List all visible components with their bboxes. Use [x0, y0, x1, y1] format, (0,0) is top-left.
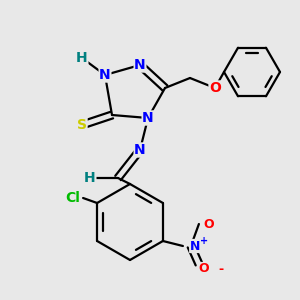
- Text: S: S: [77, 118, 87, 132]
- Text: O: O: [204, 218, 214, 230]
- Text: N: N: [134, 58, 146, 72]
- Text: -: -: [218, 262, 224, 275]
- Text: +: +: [200, 236, 208, 246]
- Text: H: H: [76, 51, 88, 65]
- Text: O: O: [209, 81, 221, 95]
- Text: N: N: [99, 68, 111, 82]
- Text: N: N: [134, 143, 146, 157]
- Text: Cl: Cl: [66, 191, 80, 205]
- Text: N: N: [142, 111, 154, 125]
- Text: O: O: [199, 262, 209, 275]
- Text: N: N: [190, 239, 200, 253]
- Text: H: H: [84, 171, 96, 185]
